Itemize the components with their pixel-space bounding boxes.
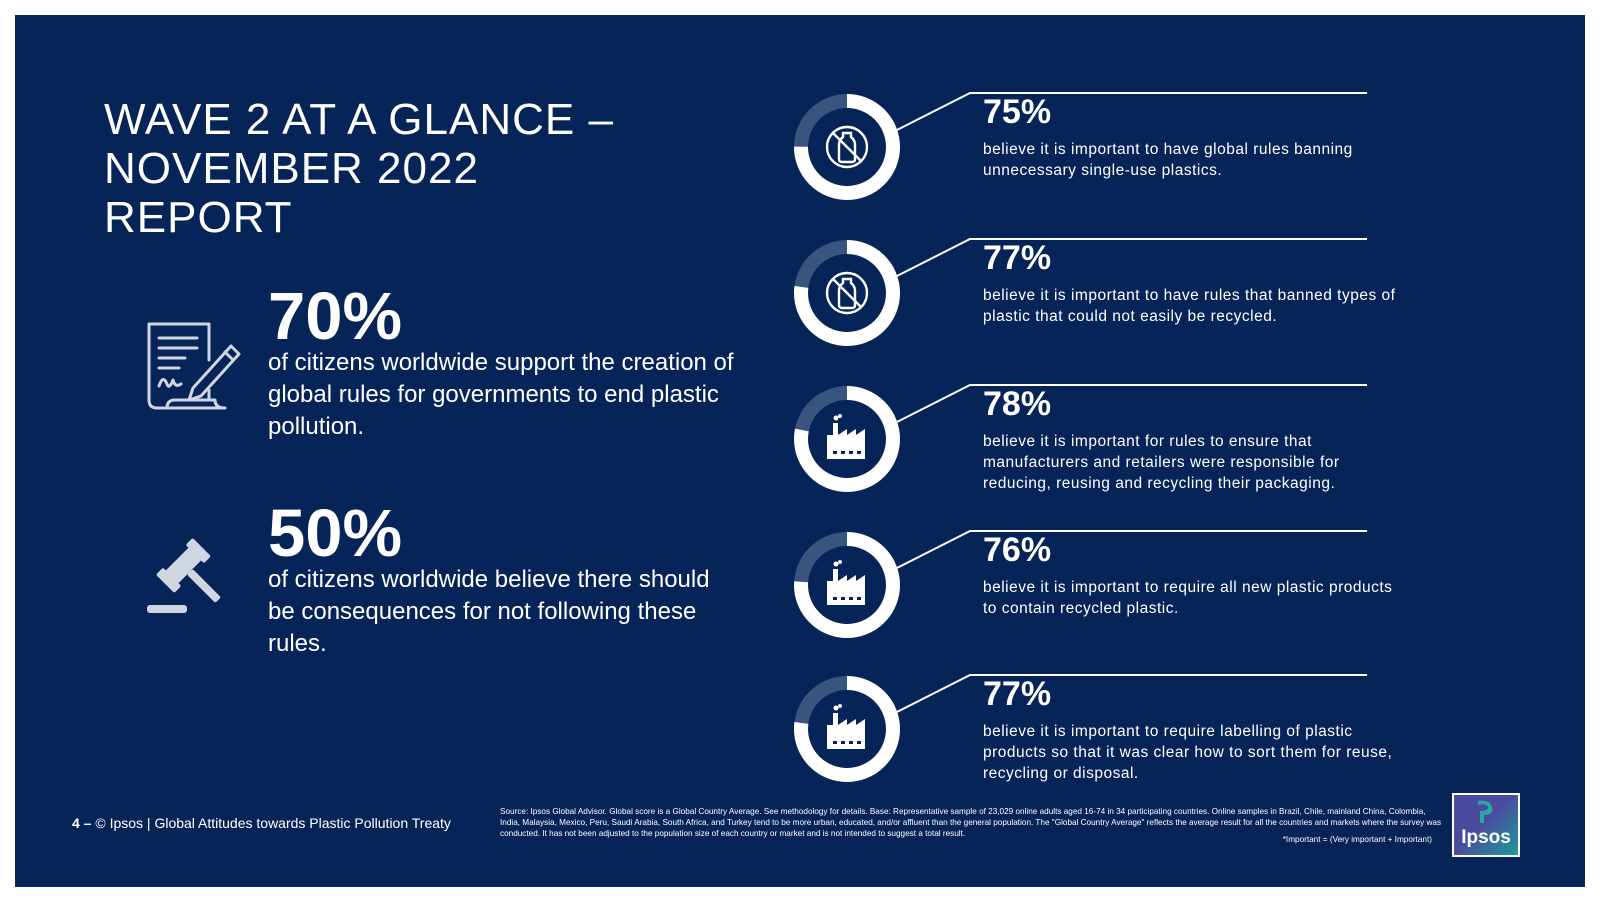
stat-description: of citizens worldwide support the creati… — [268, 349, 734, 440]
footer-text: © Ipsos | Global Attitudes towards Plast… — [95, 815, 451, 831]
item-percent: 78% — [983, 385, 1052, 423]
leader-polyline — [890, 530, 1367, 572]
document-signature-icon — [147, 322, 241, 410]
leader-line — [890, 674, 1367, 716]
important-note: *Important = (Very important + Important… — [1282, 835, 1432, 844]
stat-description: of citizens worldwide believe there shou… — [268, 566, 710, 657]
donut-value-arc — [794, 240, 900, 346]
donut-value-arc — [794, 386, 900, 492]
factory-icon — [827, 560, 865, 605]
title-line: REPORT — [104, 193, 293, 242]
no-plastic-bottle-icon — [825, 125, 869, 169]
ipsos-logo: Ipsos — [1452, 793, 1520, 857]
donut-chart — [794, 386, 900, 492]
source-note: Source: Ipsos Global Advisor. Global sco… — [500, 807, 1442, 838]
stat-percent: 50% — [268, 496, 403, 571]
donut-chart — [794, 94, 900, 200]
item-description: believe it is important to have rules th… — [983, 287, 1396, 325]
leader-polyline — [890, 92, 1367, 134]
leader-line — [890, 238, 1367, 280]
stat-percent: 70% — [268, 279, 403, 354]
title-line: WAVE 2 AT A GLANCE – — [104, 95, 614, 144]
factory-icon — [827, 704, 865, 749]
logo-text: Ipsos — [1461, 827, 1511, 848]
leader-line — [890, 384, 1367, 426]
slide: WAVE 2 AT A GLANCE – NOVEMBER 2022 REPOR… — [15, 15, 1585, 887]
item-description: believe it is important to have global r… — [983, 141, 1353, 179]
footer-label: 4 – © Ipsos | Global Attitudes towards P… — [72, 815, 451, 831]
item-percent: 77% — [983, 239, 1052, 277]
item-description: believe it is important to require all n… — [983, 579, 1393, 617]
page-number: 4 – — [72, 815, 92, 831]
donut-value-arc — [794, 94, 900, 200]
item-percent: 77% — [983, 675, 1052, 713]
logo-mark-icon — [1478, 800, 1493, 823]
donut-chart — [794, 240, 900, 346]
no-plastic-bottle-icon — [825, 271, 869, 315]
leader-polyline — [890, 238, 1367, 280]
donut-value-arc — [794, 676, 900, 782]
leader-polyline — [890, 384, 1367, 426]
factory-icon — [827, 414, 865, 459]
title-line: NOVEMBER 2022 — [104, 144, 479, 193]
page-title: WAVE 2 AT A GLANCE – NOVEMBER 2022 REPOR… — [104, 95, 724, 242]
gavel-icon — [147, 538, 221, 613]
donut-value-arc — [794, 532, 900, 638]
leader-line — [890, 92, 1367, 134]
item-description: believe it is important for rules to ens… — [983, 433, 1340, 492]
leader-polyline — [890, 674, 1367, 716]
item-percent: 75% — [983, 93, 1052, 131]
item-percent: 76% — [983, 531, 1052, 569]
donut-chart — [794, 532, 900, 638]
donut-chart — [794, 676, 900, 782]
item-description: believe it is important to require label… — [983, 723, 1393, 782]
leader-line — [890, 530, 1367, 572]
